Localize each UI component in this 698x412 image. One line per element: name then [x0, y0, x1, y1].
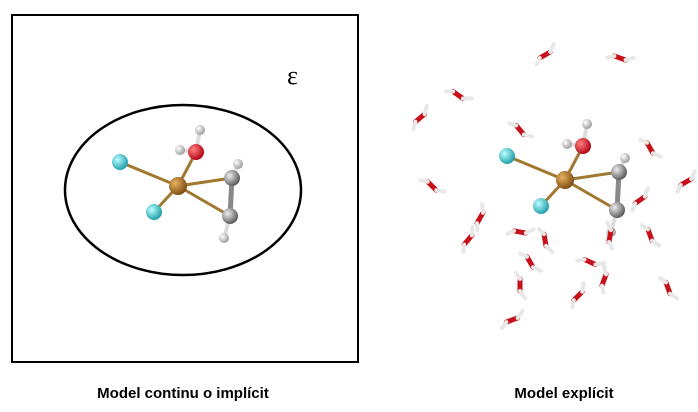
water — [521, 249, 541, 275]
water — [421, 174, 445, 198]
water — [516, 273, 525, 298]
water — [446, 84, 472, 106]
water — [509, 118, 532, 143]
water — [673, 171, 698, 191]
continuum-panel: ε Model continu o implícit — [12, 15, 358, 402]
water — [595, 266, 612, 293]
water — [539, 227, 552, 253]
water — [660, 275, 677, 302]
caption: Model continu o implícit — [97, 385, 269, 402]
water — [641, 135, 661, 161]
epsilon: ε — [287, 61, 298, 90]
water-molecules — [408, 44, 698, 328]
water — [607, 49, 634, 66]
molecule — [499, 119, 630, 237]
molecule — [112, 125, 243, 243]
water — [642, 222, 659, 249]
water — [566, 283, 590, 307]
water — [577, 252, 603, 271]
water — [408, 106, 433, 129]
water — [627, 188, 653, 210]
water — [499, 311, 526, 328]
water — [532, 44, 558, 64]
caption: Model explícit — [514, 385, 613, 402]
water — [507, 225, 533, 238]
explicit-panel: Model explícit — [408, 44, 698, 402]
figure: ε Model continu o implícit — [0, 0, 698, 412]
